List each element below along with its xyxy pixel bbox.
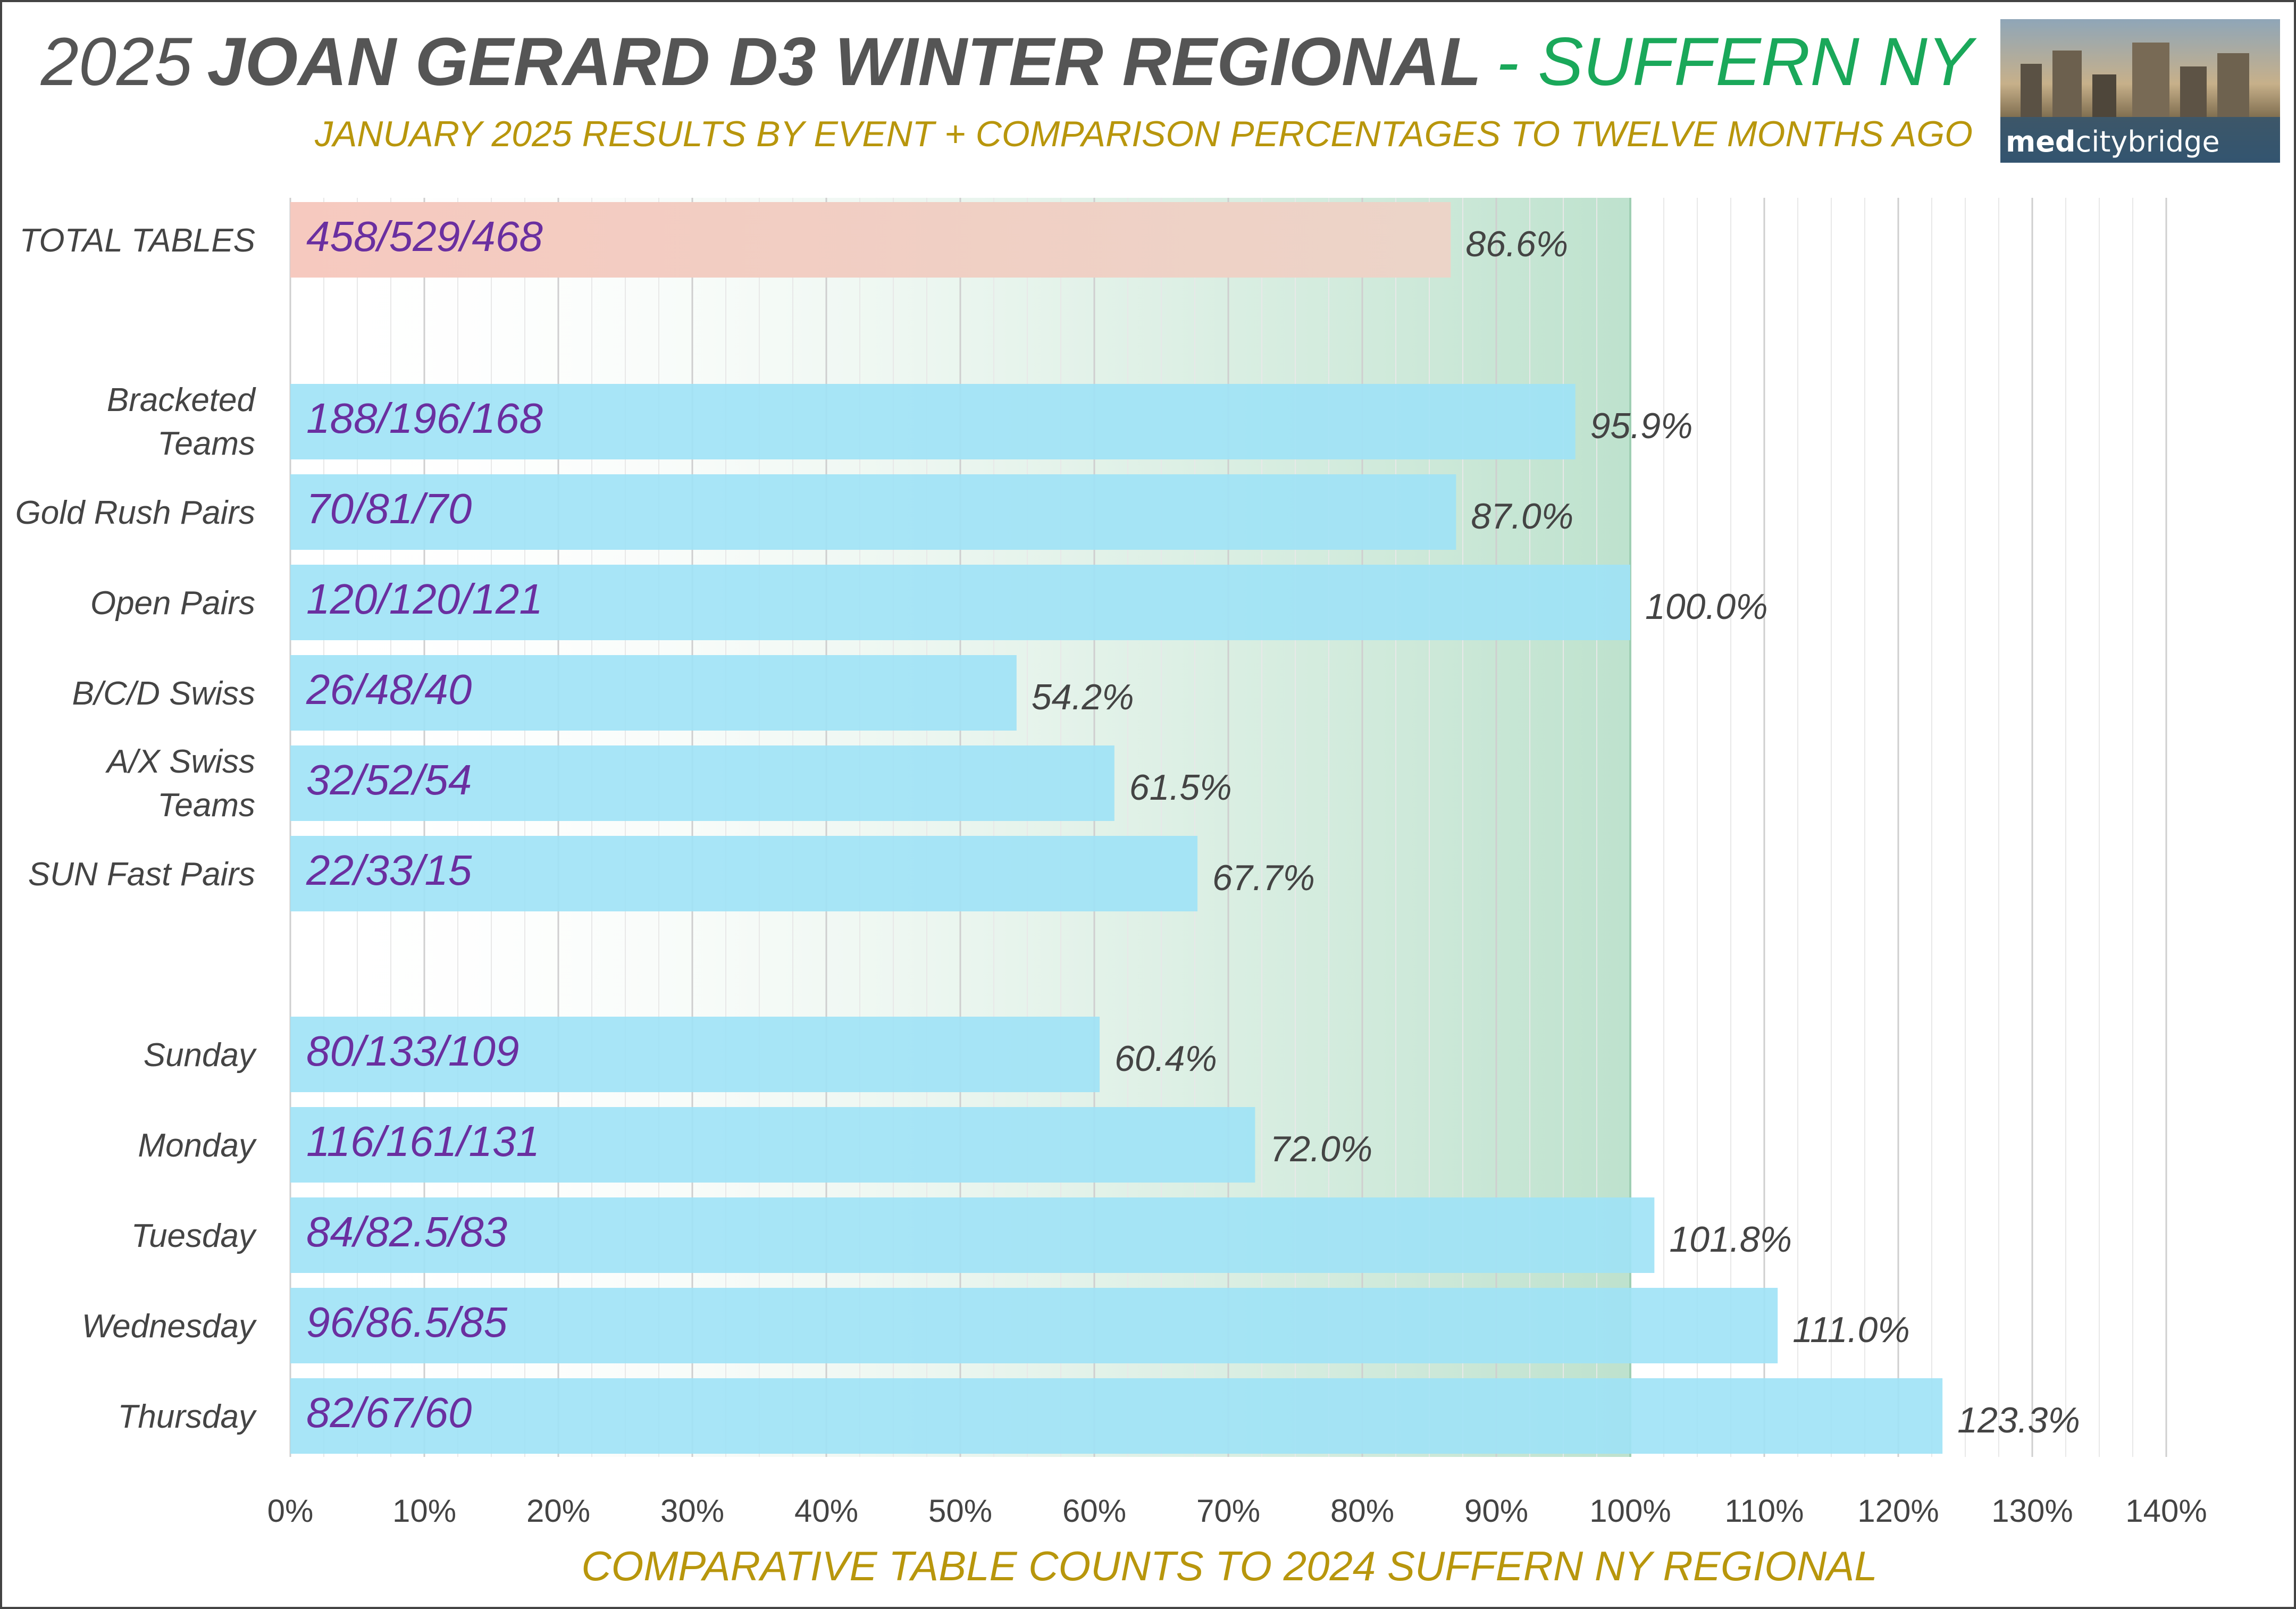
category-label: Teams [157,425,255,462]
event-bar [290,836,1198,911]
x-tick-label: 70% [1196,1493,1260,1529]
total-tables-bar [290,202,1451,278]
table-count-label: 22/33/15 [306,847,472,894]
value-label: 72.0% [1270,1129,1372,1169]
category-label: SUN Fast Pairs [28,856,255,893]
x-tick-label: 30% [660,1493,724,1529]
value-label: 86.6% [1465,224,1568,264]
category-label: Wednesday [82,1308,257,1345]
event-bar [290,1197,1655,1273]
medcitybridge-logo: medcitybridge [2000,19,2280,163]
event-bar [290,1288,1778,1363]
event-bar [290,1017,1100,1092]
value-label: 111.0% [1792,1310,1910,1350]
title-location: - SUFFERN NY [1496,24,1977,100]
value-label: 100.0% [1645,586,1768,627]
category-label: Bracketed [107,382,257,418]
value-label: 61.5% [1129,767,1232,808]
value-label: 60.4% [1115,1038,1217,1079]
x-tick-label: 100% [1589,1493,1671,1529]
logo-brand-bold: med [2006,125,2076,158]
value-label: 54.2% [1032,677,1134,717]
category-label: Sunday [144,1037,257,1074]
svg-text:medcitybridge: medcitybridge [2006,125,2220,158]
category-label: Teams [157,787,255,824]
x-tick-label: 140% [2125,1493,2207,1529]
chart-title: 2025 JOAN GERARD D3 WINTER REGIONAL - SUFF… [40,24,1977,100]
x-axis-title: COMPARATIVE TABLE COUNTS TO 2024 SUFFERN… [581,1543,1877,1589]
x-tick-label: 130% [1991,1493,2073,1529]
value-label: 123.3% [1957,1400,2080,1440]
x-tick-label: 120% [1857,1493,1939,1529]
category-label: Open Pairs [90,585,255,622]
table-count-label: 84/82.5/83 [306,1208,507,1255]
x-tick-label: 50% [928,1493,992,1529]
x-tick-label: 40% [794,1493,858,1529]
title-main: JOAN GERARD D3 WINTER REGIONAL [207,24,1481,100]
table-count-label: 188/196/168 [306,395,543,442]
value-label: 87.0% [1471,496,1573,537]
category-label: Tuesday [131,1218,257,1254]
event-bar [290,1107,1255,1183]
event-bar [290,745,1115,821]
x-tick-label: 20% [526,1493,590,1529]
plot-area: 0% 10% 20% 30% 40% 50% 60% 70% 80% 90% 100% 110% 120… [15,198,2207,1529]
x-tick-label: 10% [392,1493,456,1529]
category-label: Thursday [118,1398,257,1435]
table-count-label: 458/529/468 [306,213,543,260]
category-label: B/C/D Swiss [72,675,255,712]
table-count-label: 80/133/109 [306,1027,519,1075]
table-count-label: 70/81/70 [306,485,472,532]
chart-subtitle: JANUARY 2025 RESULTS BY EVENT + COMPARIS… [314,114,1973,154]
category-label: Gold Rush Pairs [15,495,255,531]
event-bar [290,565,1630,640]
event-bar [290,384,1576,459]
table-count-label: 96/86.5/85 [306,1298,508,1346]
logo-brand-rest: citybridge [2076,125,2220,158]
table-count-label: 32/52/54 [306,756,472,803]
value-label: 95.9% [1590,406,1693,446]
x-tick-label: 80% [1330,1493,1394,1529]
event-bar [290,1378,1943,1454]
category-label: TOTAL TABLES [20,222,255,259]
event-bar [290,474,1456,550]
category-label: Monday [138,1127,257,1164]
event-bar [290,655,1017,731]
x-tick-label: 90% [1464,1493,1528,1529]
table-count-label: 116/161/131 [306,1118,540,1165]
x-tick-label: 60% [1062,1493,1126,1529]
x-tick-label: 110% [1724,1493,1804,1529]
table-count-label: 120/120/121 [306,575,543,623]
table-count-label: 82/67/60 [306,1389,472,1436]
title-year: 2025 [40,24,193,100]
table-count-label: 26/48/40 [306,666,472,713]
x-tick-label: 0% [267,1493,314,1529]
category-label: A/X Swiss [105,743,255,780]
value-label: 67.7% [1212,858,1315,898]
value-label: 101.8% [1669,1219,1792,1260]
